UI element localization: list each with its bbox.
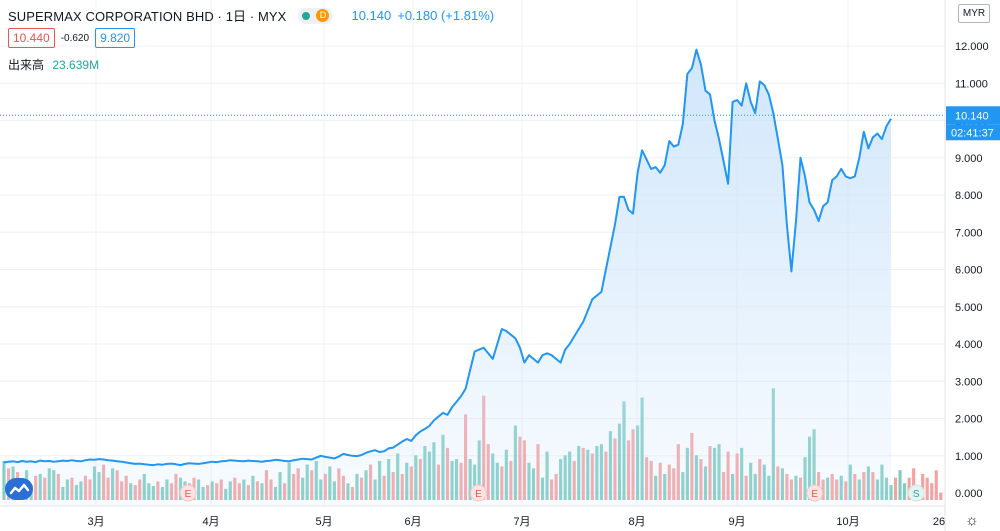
month-tick-label: 8月 [628, 516, 645, 528]
symbol-line[interactable]: SUPERMAX CORPORATION BHD · 1日 · MYX [8, 9, 287, 24]
price-tick-label: 6.000 [955, 265, 983, 277]
volume-bar [912, 468, 916, 500]
volume-bar [898, 470, 902, 500]
chart-header: SUPERMAX CORPORATION BHD · 1日 · MYX D 10… [8, 6, 494, 25]
month-tick-label: 10月 [836, 516, 859, 528]
earnings-marker [179, 484, 197, 502]
month-tick-label: 4月 [202, 516, 219, 528]
volume-bar [921, 473, 925, 500]
split-marker [907, 484, 925, 502]
volume-bar [930, 483, 934, 500]
settings-gear-icon[interactable]: ☼ [965, 512, 979, 529]
data-delay-badge: D [316, 9, 330, 22]
price-tick-label: 8.000 [955, 190, 983, 202]
month-tick-label: 9月 [728, 516, 745, 528]
month-tick-label: 5月 [315, 516, 332, 528]
status-indicators[interactable]: D [298, 7, 334, 24]
month-tick-label: 3月 [87, 516, 104, 528]
month-tick-label: 26 [933, 516, 945, 528]
price-line [3, 48, 892, 467]
marker-label: E [475, 489, 482, 500]
countdown-tag-text: 02:41:37 [951, 127, 994, 139]
spread-value: -0.620 [60, 32, 90, 44]
bid-ask-row: 10.440 -0.620 9.820 [8, 28, 136, 48]
sell-price-button[interactable]: 10.440 [8, 28, 55, 48]
countdown-tag [946, 124, 1000, 141]
last-price-tag-text: 10.140 [955, 110, 989, 122]
tradingview-logo-icon[interactable] [5, 478, 33, 500]
price-tick-label: 5.000 [955, 302, 983, 314]
price-tick-label: 11.000 [955, 78, 988, 90]
volume-label[interactable]: 出来高 [8, 58, 45, 72]
volume-value: 23.639M [52, 58, 100, 72]
volume-bar [893, 477, 898, 500]
price-tick-label: 0.000 [955, 488, 983, 500]
price-tick-label: 2.000 [955, 414, 983, 426]
volume-bar [903, 483, 907, 500]
marker-label: S [913, 489, 920, 500]
price-area-fill [4, 49, 891, 505]
market-status-icon [302, 11, 311, 20]
volume-bar [934, 470, 938, 500]
earnings-marker [469, 484, 487, 502]
month-tick-label: 7月 [513, 516, 530, 528]
last-price: 10.140 [351, 8, 392, 23]
marker-label: E [811, 489, 818, 500]
logo-cloud-icon [9, 483, 30, 495]
price-area [3, 48, 892, 505]
marker-label: E [185, 489, 192, 500]
price-tick-label: 7.000 [955, 227, 983, 239]
volume-legend: 出来高 23.639M [8, 56, 99, 73]
price-tick-label: 4.000 [955, 339, 983, 351]
price-tick-label: 3.000 [955, 376, 983, 388]
buy-price-button[interactable]: 9.820 [95, 28, 136, 48]
price-tick-label: 12.000 [955, 41, 989, 53]
volume-bar [939, 492, 943, 500]
earnings-marker [806, 484, 824, 502]
price-change: +0.180 (+1.81%) [397, 8, 495, 23]
volume-bar [925, 477, 929, 500]
currency-button[interactable]: MYR [958, 4, 990, 23]
price-tick-label: 1.000 [955, 451, 983, 463]
price-tick-label: 9.000 [955, 153, 983, 165]
last-price-tag [946, 106, 1000, 125]
month-tick-label: 6月 [404, 516, 421, 528]
